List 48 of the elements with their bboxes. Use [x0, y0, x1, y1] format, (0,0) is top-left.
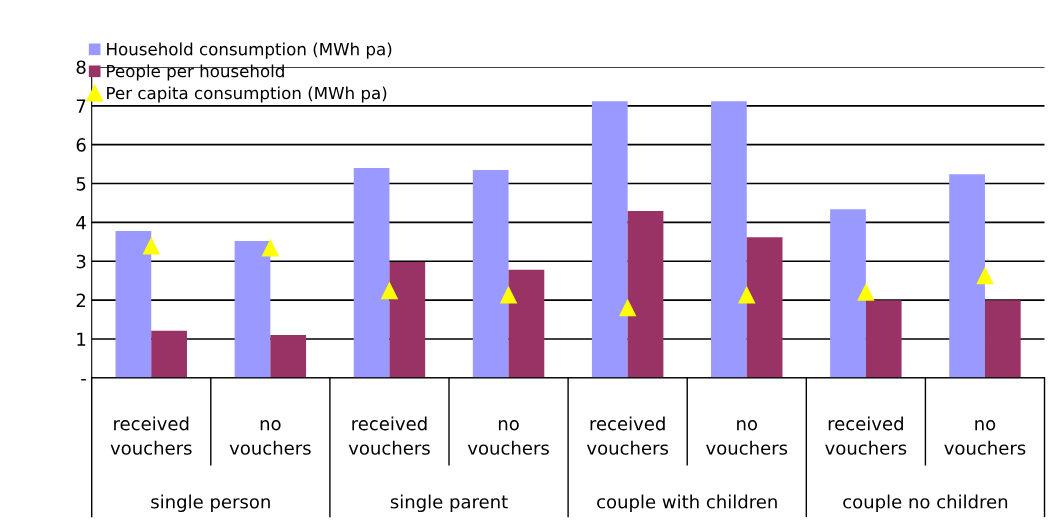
- x-tick-label: no vouchers: [706, 420, 788, 455]
- bar: [151, 330, 187, 378]
- y-tick-label: 8: [76, 60, 86, 75]
- bar: [115, 230, 152, 378]
- bar: [591, 101, 628, 378]
- bar: [472, 169, 509, 378]
- text: couple with children: [597, 494, 777, 513]
- y-tick-label: 3: [76, 254, 86, 269]
- text: single parent: [390, 494, 508, 513]
- x-tick-label: no vouchers: [467, 420, 549, 455]
- y-tick-label: 5: [76, 177, 86, 191]
- bar: [353, 167, 390, 378]
- legend-label: People per household: [107, 64, 284, 81]
- legend-label: Household consumption (MWh pa): [107, 42, 392, 59]
- point: [262, 239, 279, 257]
- x-tick-label: no vouchers: [944, 420, 1026, 455]
- bar: [830, 209, 866, 378]
- point: [857, 284, 875, 301]
- text: single person: [151, 494, 270, 513]
- point: [500, 286, 517, 304]
- x-tick-label: no vouchers: [229, 420, 311, 455]
- x-tick-label: received vouchers: [825, 416, 907, 455]
- bar: [746, 237, 783, 378]
- bar: [627, 211, 664, 378]
- x-tick-label: received vouchers: [348, 416, 430, 455]
- bar: [508, 269, 545, 378]
- bar: [949, 174, 985, 378]
- bar: [865, 300, 902, 378]
- bar: [270, 335, 307, 378]
- x-tick-label: received vouchers: [586, 416, 669, 455]
- point: [142, 237, 160, 255]
- y-tick-label: 7: [76, 99, 86, 113]
- legend-label: Per capita consumption (MWh pa): [107, 86, 387, 103]
- bar: [711, 101, 747, 378]
- y-tick-label: 4: [76, 216, 86, 230]
- bar: [984, 300, 1021, 378]
- y-tick-label: -: [81, 379, 86, 381]
- text: couple no children: [843, 494, 1008, 513]
- point: [619, 299, 636, 317]
- point: [381, 282, 398, 300]
- y-tick-label: 6: [76, 138, 86, 152]
- bar: [234, 241, 271, 378]
- bar: [389, 262, 426, 378]
- x-tick-label: received vouchers: [110, 416, 192, 455]
- point: [738, 286, 756, 304]
- y-tick-label: 2: [76, 293, 86, 307]
- y-tick-label: 1: [77, 332, 86, 346]
- point: [976, 267, 994, 285]
